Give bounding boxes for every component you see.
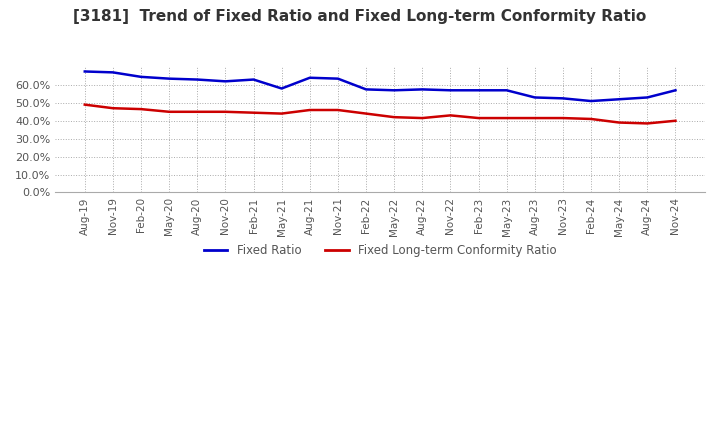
Fixed Long-term Conformity Ratio [109,106,117,111]
Fixed Long-term Conformity Ratio [587,116,595,121]
Fixed Long-term Conformity Ratio [446,113,455,118]
Fixed Ratio [390,88,398,93]
Fixed Long-term Conformity Ratio [531,115,539,121]
Fixed Ratio [418,87,427,92]
Text: [3181]  Trend of Fixed Ratio and Fixed Long-term Conformity Ratio: [3181] Trend of Fixed Ratio and Fixed Lo… [73,9,647,24]
Fixed Ratio [333,76,342,81]
Fixed Ratio [503,88,511,93]
Fixed Long-term Conformity Ratio [615,120,624,125]
Fixed Long-term Conformity Ratio [305,107,314,113]
Fixed Ratio [305,75,314,81]
Fixed Ratio [559,96,567,101]
Fixed Ratio [587,99,595,104]
Fixed Long-term Conformity Ratio [503,115,511,121]
Fixed Ratio [615,97,624,102]
Line: Fixed Long-term Conformity Ratio: Fixed Long-term Conformity Ratio [85,105,675,124]
Fixed Long-term Conformity Ratio [221,109,230,114]
Fixed Ratio [137,74,145,80]
Fixed Ratio [109,70,117,75]
Fixed Ratio [193,77,202,82]
Fixed Ratio [81,69,89,74]
Fixed Ratio [277,86,286,91]
Fixed Long-term Conformity Ratio [165,109,174,114]
Line: Fixed Ratio: Fixed Ratio [85,71,675,101]
Fixed Long-term Conformity Ratio [137,106,145,112]
Fixed Long-term Conformity Ratio [361,111,370,116]
Fixed Ratio [361,87,370,92]
Fixed Ratio [643,95,652,100]
Legend: Fixed Ratio, Fixed Long-term Conformity Ratio: Fixed Ratio, Fixed Long-term Conformity … [199,239,562,262]
Fixed Ratio [221,79,230,84]
Fixed Long-term Conformity Ratio [671,118,680,123]
Fixed Long-term Conformity Ratio [277,111,286,116]
Fixed Long-term Conformity Ratio [390,114,398,120]
Fixed Long-term Conformity Ratio [474,115,483,121]
Fixed Ratio [531,95,539,100]
Fixed Ratio [474,88,483,93]
Fixed Ratio [165,76,174,81]
Fixed Long-term Conformity Ratio [643,121,652,126]
Fixed Ratio [249,77,258,82]
Fixed Long-term Conformity Ratio [559,115,567,121]
Fixed Ratio [671,88,680,93]
Fixed Long-term Conformity Ratio [333,107,342,113]
Fixed Long-term Conformity Ratio [193,109,202,114]
Fixed Ratio [446,88,455,93]
Fixed Long-term Conformity Ratio [418,115,427,121]
Fixed Long-term Conformity Ratio [249,110,258,115]
Fixed Long-term Conformity Ratio [81,102,89,107]
